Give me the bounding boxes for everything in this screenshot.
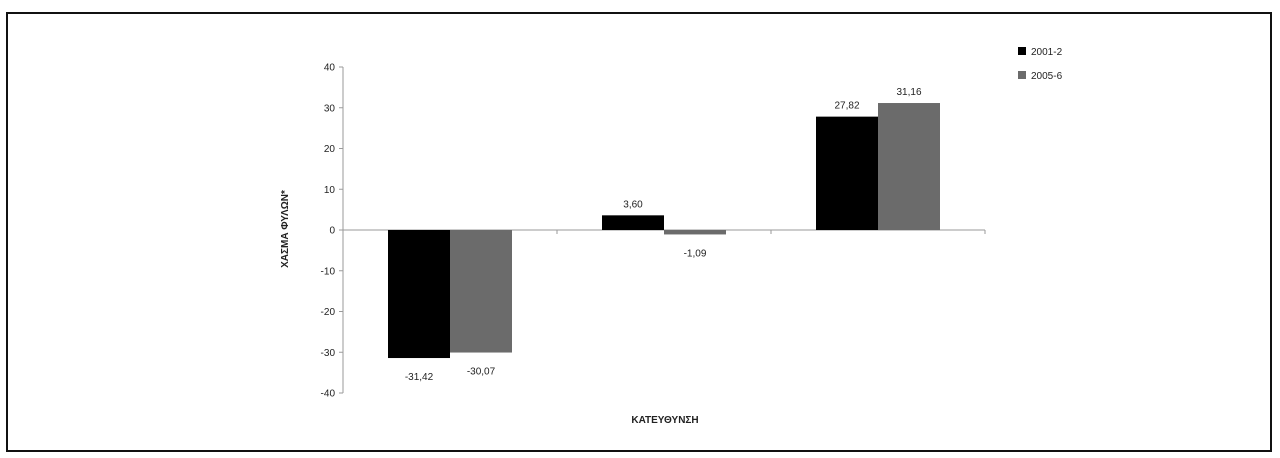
data-label: -30,07 [467,367,496,378]
bar-2001-2-1 [602,215,664,230]
y-tick-label: 40 [324,63,336,74]
y-tick-label: -20 [321,307,336,318]
data-label: 31,16 [896,87,921,98]
bars [388,103,940,359]
data-label: 3,60 [623,199,643,210]
legend-label: 2005-6 [1031,71,1063,82]
data-label: -1,09 [684,248,707,259]
legend-label: 2001-2 [1031,47,1063,58]
legend: 2001-2 2005-6 [1018,47,1063,82]
bar-2005-6-0 [450,230,512,353]
y-tick-label: 10 [324,185,336,196]
x-axis-title: ΚΑΤΕΥΘΥΝΣΗ [631,415,698,426]
y-axis-title: ΧΑΣΜΑ ΦΥΛΩΝ* [280,190,291,268]
bar-2001-2-2 [816,116,878,230]
y-tick-label: 0 [329,226,335,237]
bar-2001-2-0 [388,230,450,359]
y-axis: 40 30 20 10 0 -10 -20 -30 -40 [321,63,344,400]
chart-frame [6,12,1272,452]
bar-2005-6-1 [664,230,726,235]
data-label: 27,82 [834,101,859,112]
bar-2005-6-2 [878,103,940,230]
data-labels: -31,42 3,60 27,82 -30,07 -1,09 31,16 [405,87,922,383]
data-label: -31,42 [405,372,434,383]
y-tick-label: -30 [321,348,336,359]
y-tick-label: -10 [321,266,336,277]
legend-swatch [1018,47,1026,55]
y-tick-label: 30 [324,103,336,114]
y-tick-label: -40 [321,389,336,400]
y-tick-label: 20 [324,144,336,155]
legend-swatch [1018,71,1026,79]
